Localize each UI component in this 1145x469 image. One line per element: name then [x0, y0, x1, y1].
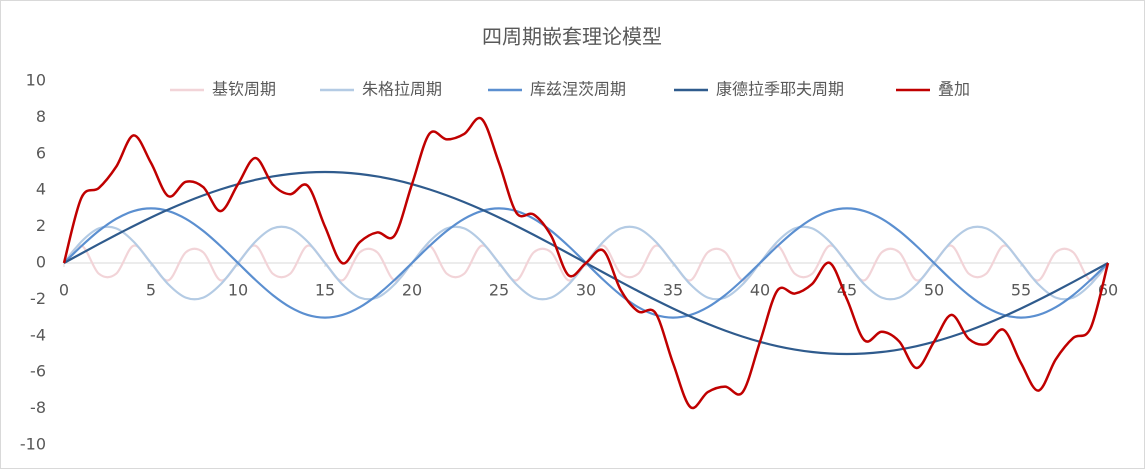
y-tick-label: -10 — [20, 435, 46, 454]
x-tick-label: 35 — [663, 281, 683, 300]
x-tick-label: 30 — [576, 281, 596, 300]
x-tick-label: 50 — [924, 281, 944, 300]
y-tick-label: 2 — [36, 216, 46, 235]
legend-label: 基钦周期 — [212, 80, 276, 99]
y-tick-label: -2 — [30, 289, 46, 308]
y-tick-label: 6 — [36, 143, 46, 162]
x-tick-label: 40 — [750, 281, 770, 300]
y-tick-label: -4 — [30, 325, 46, 344]
x-tick-label: 10 — [228, 281, 248, 300]
legend-label: 康德拉季耶夫周期 — [716, 80, 844, 99]
x-tick-label: 5 — [146, 281, 156, 300]
legend-label: 朱格拉周期 — [362, 80, 442, 99]
chart-title: 四周期嵌套理论模型 — [482, 25, 662, 49]
x-tick-label: 0 — [59, 281, 69, 300]
x-tick-label: 55 — [1011, 281, 1031, 300]
x-tick-label: 15 — [315, 281, 335, 300]
y-tick-label: 8 — [36, 107, 46, 126]
y-tick-label: 4 — [36, 180, 46, 199]
y-tick-label: 0 — [36, 253, 46, 272]
series-line — [62, 116, 1110, 410]
y-tick-label: 10 — [26, 71, 46, 90]
y-tick-label: -8 — [30, 398, 46, 417]
legend-label: 叠加 — [938, 80, 970, 99]
x-tick-label: 25 — [489, 281, 509, 300]
y-tick-label: -6 — [30, 362, 46, 381]
legend-label: 库兹涅茨周期 — [530, 80, 626, 99]
x-tick-label: 20 — [402, 281, 422, 300]
